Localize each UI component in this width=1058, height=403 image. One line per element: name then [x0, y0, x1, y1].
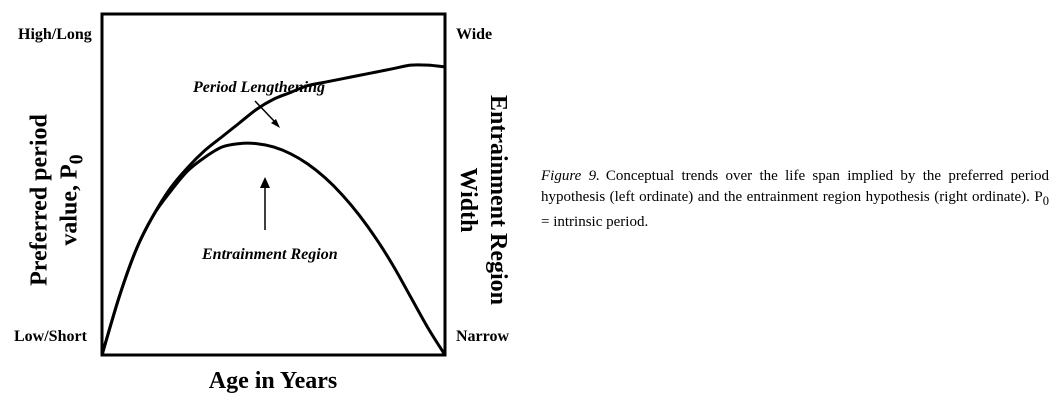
figure-caption: Figure 9. Conceptual trends over the life… [541, 166, 1049, 233]
left-y-axis-label: Preferred period value, P0 [25, 114, 92, 286]
right-axis-top-label: Wide [456, 26, 493, 43]
left-y-axis-label-subscript: 0 [65, 154, 88, 165]
caption-text: Conceptual trends over the life span imp… [541, 168, 1049, 205]
x-axis-label: Age in Years [208, 368, 338, 394]
caption-text-after: = intrinsic period. [541, 214, 649, 230]
annotation-period-lengthening: Period Lengthening [192, 79, 325, 96]
annotation-entrainment-region: Entrainment Region [201, 246, 338, 263]
arrowhead-entrainment-region [260, 177, 270, 188]
left-y-axis-label-prefix: value, P [56, 164, 83, 246]
right-y-axis-label-line1: Entrainment Region [485, 95, 511, 305]
figure-label: Figure 9. [541, 168, 600, 184]
right-y-axis-label-line2: Width [455, 167, 481, 233]
series-line-period-lengthening [100, 63, 446, 356]
left-y-axis-label-line2: value, P0 [55, 114, 92, 286]
plot-frame [100, 12, 447, 357]
arrowhead-period-lengthening [271, 119, 280, 128]
series-line-entrainment-region [100, 141, 447, 356]
left-axis-top-label: High/Long [18, 26, 92, 43]
annotation-arrow-period-lengthening [254, 100, 276, 123]
left-axis-bottom-label: Low/Short [14, 328, 87, 345]
left-y-axis-label-line1: Preferred period [26, 114, 53, 286]
caption-subscript: 0 [1042, 194, 1049, 208]
right-axis-bottom-label: Narrow [456, 328, 510, 345]
right-y-axis-label: Entrainment Region Width [453, 95, 513, 305]
series-layer [100, 63, 447, 356]
